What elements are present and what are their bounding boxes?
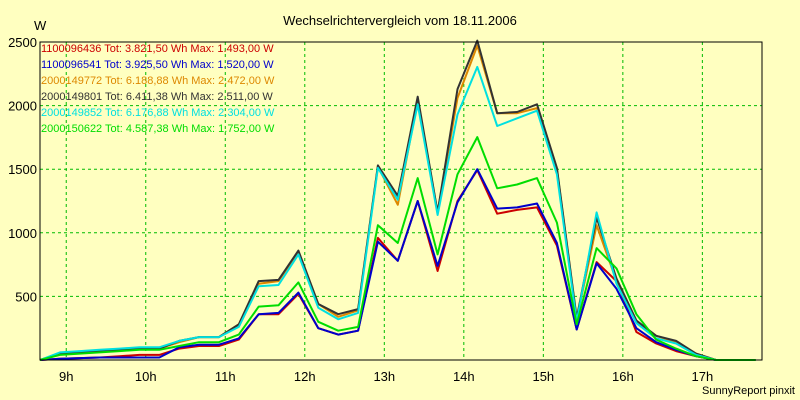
x-tick-label: 10h — [135, 369, 157, 384]
y-axis-label: W — [34, 18, 47, 33]
series-lines — [39, 39, 756, 361]
legend-entry: 1100096541 Tot: 3.925,50 Wh Max: 1.520,0… — [41, 59, 274, 71]
x-tick-label: 9h — [59, 369, 73, 384]
legend-entry: 1100096436 Tot: 3.821,50 Wh Max: 1.493,0… — [41, 43, 274, 55]
x-tick-labels: 9h 10h 11h 12h 13h 14h 15h 16h 17h — [59, 369, 713, 384]
x-tick-label: 12h — [294, 369, 316, 384]
y-tick-label: 2000 — [8, 99, 37, 114]
x-tick-label: 17h — [692, 369, 714, 384]
y-tick-label: 2500 — [8, 35, 37, 50]
plot-frame — [39, 41, 763, 361]
y-tick-label: 1000 — [8, 226, 37, 241]
legend: 1100096436 Tot: 3.821,50 Wh Max: 1.493,0… — [41, 43, 275, 135]
gridlines — [40, 41, 762, 360]
x-tick-label: 14h — [453, 369, 475, 384]
series-line-5 — [39, 65, 756, 361]
x-tick-label: 11h — [215, 369, 236, 384]
legend-entry: 2000150622 Tot: 4.587,38 Wh Max: 1.752,0… — [41, 123, 275, 135]
x-tick-label: 13h — [373, 369, 395, 384]
series-line-6 — [39, 136, 756, 361]
y-tick-label: 1500 — [8, 162, 37, 177]
legend-entry: 2000149772 Tot: 6.188,88 Wh Max: 2.472,0… — [41, 75, 275, 87]
y-tick-labels: 500 1000 1500 2000 2500 — [8, 35, 37, 304]
footer-credit: SunnyReport pinxit — [702, 385, 795, 397]
legend-entry: 2000149801 Tot: 6.411,38 Wh Max: 2.511,0… — [41, 91, 273, 103]
x-tick-label: 16h — [612, 369, 634, 384]
x-tick-label: 15h — [532, 369, 554, 384]
series-line-2 — [39, 168, 756, 361]
chart-title: Wechselrichtervergleich vom 18.11.2006 — [283, 13, 517, 28]
y-tick-label: 500 — [15, 289, 37, 304]
legend-entry: 2000149852 Tot: 6.176,88 Wh Max: 2.304,0… — [41, 107, 275, 119]
